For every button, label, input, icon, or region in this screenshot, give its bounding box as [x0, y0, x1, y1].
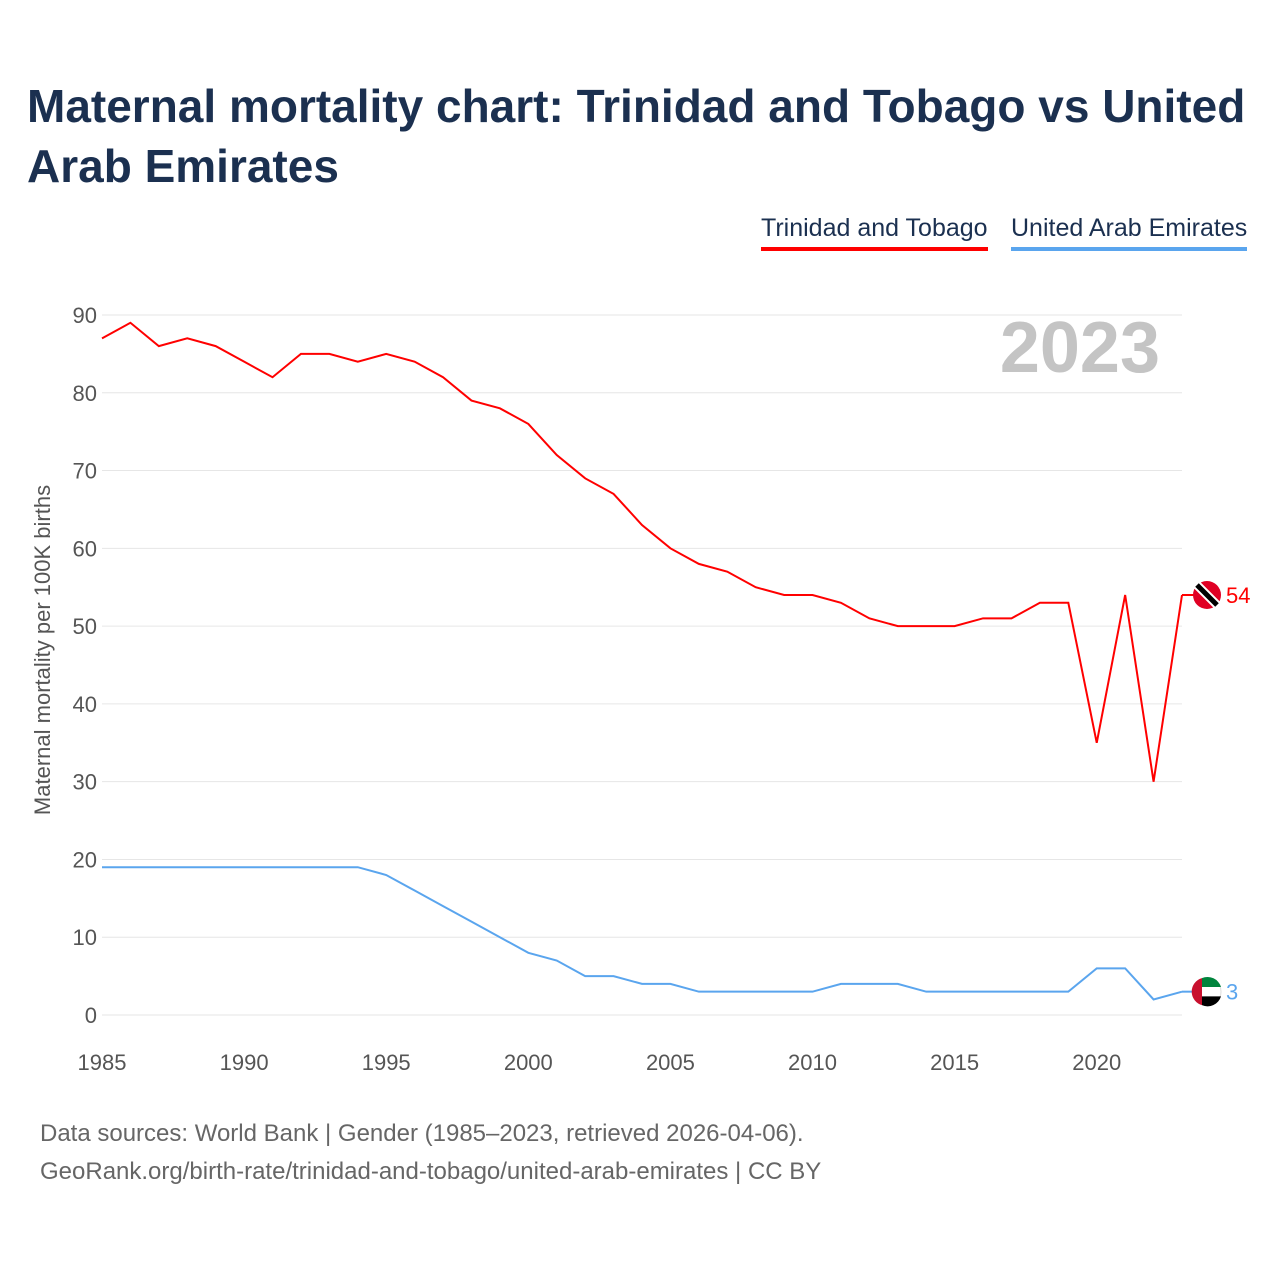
- y-tick-label: 10: [73, 925, 97, 950]
- footer-source: Data sources: World Bank | Gender (1985–…: [40, 1120, 804, 1147]
- footer-url[interactable]: GeoRank.org/birth-rate/trinidad-and-toba…: [40, 1158, 822, 1185]
- y-axis-label: Maternal mortality per 100K births: [30, 485, 55, 815]
- series-line-1: [102, 866, 1183, 1001]
- end-value-label: 3: [1226, 980, 1238, 1005]
- y-tick-label: 70: [73, 459, 97, 484]
- x-tick-label: 2010: [788, 1050, 837, 1075]
- flag-black: [1202, 996, 1221, 1007]
- flag-red: [1191, 978, 1202, 1006]
- y-tick-label: 80: [73, 381, 97, 406]
- x-tick-label: 2005: [646, 1050, 695, 1075]
- y-tick-label: 60: [73, 536, 97, 561]
- x-tick-label: 1995: [362, 1050, 411, 1075]
- y-tick-label: 50: [73, 614, 97, 639]
- x-tick-label: 2000: [504, 1050, 553, 1075]
- x-tick-label: 2015: [930, 1050, 979, 1075]
- legend-uae[interactable]: United Arab Emirates: [1011, 214, 1248, 251]
- y-tick-label: 30: [73, 770, 97, 795]
- x-tick-label: 1985: [78, 1050, 127, 1075]
- y-tick-label: 90: [73, 303, 97, 328]
- series-line-0: [101, 321, 1183, 782]
- chart-title: Maternal mortality chart: Trinidad and T…: [27, 80, 1246, 192]
- flag-green: [1202, 977, 1221, 987]
- y-tick-label: 40: [73, 692, 97, 717]
- legend-trinidad[interactable]: Trinidad and Tobago: [761, 214, 988, 251]
- x-tick-label: 2020: [1072, 1050, 1121, 1075]
- year-label: 2023: [1000, 308, 1160, 388]
- y-tick-label: 0: [85, 1003, 97, 1028]
- end-value-label: 54: [1226, 583, 1250, 608]
- x-tick-label: 1990: [220, 1050, 269, 1075]
- flag-stripe: [1195, 583, 1219, 607]
- y-tick-label: 20: [73, 847, 97, 872]
